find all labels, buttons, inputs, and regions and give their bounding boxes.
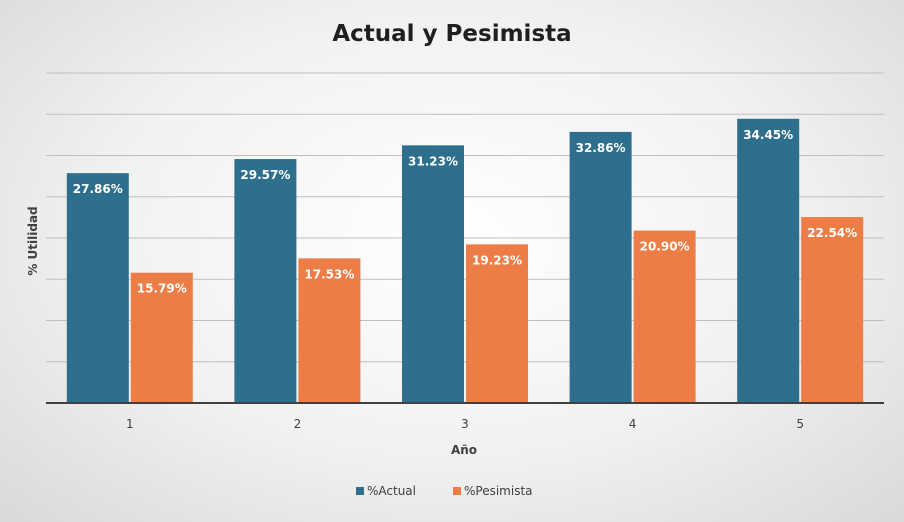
bar-actual xyxy=(234,159,297,403)
legend-swatch-pesimista xyxy=(453,487,461,495)
bar-pesimista xyxy=(298,258,361,403)
x-axis-label: Año xyxy=(451,443,477,457)
x-tick-label: 2 xyxy=(294,417,302,431)
bar-actual xyxy=(737,118,800,403)
data-label-pesimista: 17.53% xyxy=(304,267,354,281)
chart-title: Actual y Pesimista xyxy=(332,21,571,47)
data-label-actual: 34.45% xyxy=(743,128,793,142)
bar-actual xyxy=(66,173,129,403)
x-tick-label: 4 xyxy=(629,417,637,431)
x-tick-label: 3 xyxy=(461,417,469,431)
data-label-actual: 32.86% xyxy=(576,141,626,155)
bar-actual xyxy=(569,131,632,403)
bars xyxy=(66,118,864,404)
legend: %Actual %Pesimista xyxy=(356,484,533,498)
bar-pesimista xyxy=(466,244,528,403)
bar-pesimista xyxy=(130,272,193,403)
x-tick-labels: 1 2 3 4 5 xyxy=(126,417,804,431)
data-labels: 27.86% 15.79% 29.57% 17.53% 31.23% 19.23% 32.8… xyxy=(73,128,857,296)
data-label-actual: 27.86% xyxy=(73,182,123,196)
bar-actual xyxy=(402,145,464,404)
x-tick-label: 5 xyxy=(796,417,804,431)
data-label-pesimista: 19.23% xyxy=(472,253,522,267)
data-label-pesimista: 15.79% xyxy=(137,282,187,296)
data-label-pesimista: 22.54% xyxy=(807,226,857,240)
legend-swatch-actual xyxy=(356,487,364,495)
data-label-pesimista: 20.90% xyxy=(640,240,690,254)
bar-pesimista xyxy=(633,230,696,403)
bar-pesimista xyxy=(801,217,864,403)
legend-label-actual: %Actual xyxy=(367,484,416,498)
legend-label-pesimista: %Pesimista xyxy=(464,484,533,498)
y-axis-label: % Utilidad xyxy=(26,206,40,275)
data-label-actual: 31.23% xyxy=(408,154,458,168)
data-label-actual: 29.57% xyxy=(240,168,290,182)
x-tick-label: 1 xyxy=(126,417,134,431)
